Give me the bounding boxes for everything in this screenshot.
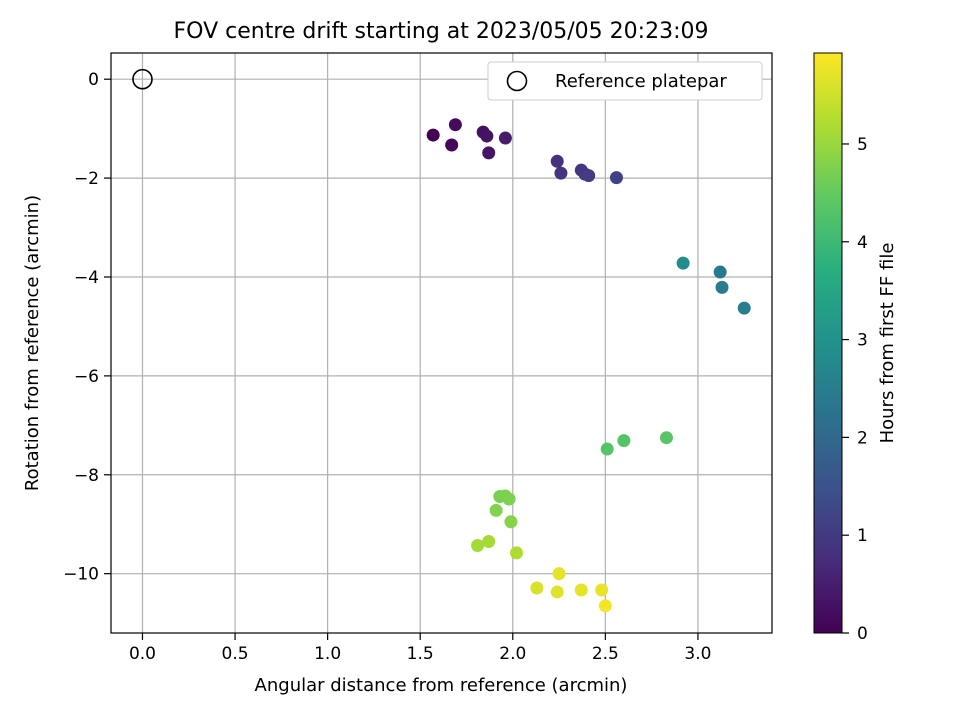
data-point	[482, 146, 496, 160]
data-point	[445, 138, 459, 152]
y-tick-label: −2	[74, 169, 99, 189]
colorbar: 0 1 2 3 4 5 Hours from first FF file	[813, 52, 898, 644]
colorbar-label: Hours from first FF file	[877, 243, 898, 444]
reference-marker	[132, 68, 153, 90]
data-point	[550, 585, 564, 599]
y-axis-label: Rotation from reference (arcmin)	[22, 195, 43, 491]
data-point	[498, 131, 512, 145]
y-tick-label: −6	[74, 367, 99, 387]
data-point	[574, 583, 588, 597]
data-point	[617, 434, 631, 448]
colorbar-tick-label: 4	[857, 233, 868, 253]
legend: Reference platepar	[487, 61, 763, 101]
chart-title: FOV centre drift starting at 2023/05/05 …	[174, 19, 709, 44]
y-tick-label: 0	[88, 70, 99, 90]
grid-lines	[111, 53, 772, 633]
data-point	[659, 431, 673, 445]
data-point	[550, 154, 564, 168]
colorbar-gradient	[813, 52, 843, 634]
data-points	[426, 118, 751, 613]
x-tick-label: 1.0	[314, 644, 341, 664]
legend-marker	[506, 70, 528, 92]
data-point	[504, 515, 518, 529]
data-point	[737, 301, 751, 315]
data-point	[502, 492, 516, 506]
data-point	[530, 581, 544, 595]
data-point	[676, 256, 690, 270]
data-point	[509, 546, 523, 560]
colorbar-tick-label: 5	[857, 135, 868, 155]
x-tick-label: 0.0	[129, 644, 156, 664]
colorbar-tick-label: 0	[857, 624, 868, 644]
data-point	[715, 280, 729, 294]
x-tick-label: 0.5	[222, 644, 249, 664]
data-point	[480, 129, 494, 143]
data-point	[582, 169, 596, 183]
legend-entry-label: Reference platepar	[555, 71, 727, 92]
x-axis-label: Angular distance from reference (arcmin)	[255, 675, 628, 696]
data-point	[552, 567, 566, 581]
colorbar-ticks: 0 1 2 3 4 5	[842, 135, 868, 644]
plot-frame	[110, 52, 773, 634]
colorbar-tick-label: 1	[857, 526, 868, 546]
colorbar-tick-label: 2	[857, 428, 868, 448]
y-axis-ticks: 0 −2 −4 −6 −8 −10	[63, 70, 111, 585]
data-point	[482, 535, 496, 549]
data-point	[609, 171, 623, 185]
data-point	[489, 503, 503, 517]
data-point	[471, 538, 485, 552]
x-tick-label: 3.0	[684, 644, 711, 664]
data-point	[426, 128, 440, 142]
y-tick-label: −8	[74, 466, 99, 486]
y-tick-label: −10	[63, 565, 99, 585]
x-tick-label: 2.0	[499, 644, 526, 664]
data-point	[713, 265, 727, 279]
data-point	[448, 118, 462, 132]
data-point	[554, 166, 568, 180]
x-tick-label: 1.5	[407, 644, 434, 664]
colorbar-tick-label: 3	[857, 331, 868, 351]
data-point	[598, 599, 612, 613]
x-axis-ticks: 0.0 0.5 1.0 1.5 2.0 2.5 3.0	[129, 633, 711, 664]
legend-box	[487, 61, 763, 101]
x-tick-label: 2.5	[592, 644, 619, 664]
data-point	[600, 442, 614, 456]
y-tick-label: −4	[74, 268, 99, 288]
data-point	[595, 583, 609, 597]
